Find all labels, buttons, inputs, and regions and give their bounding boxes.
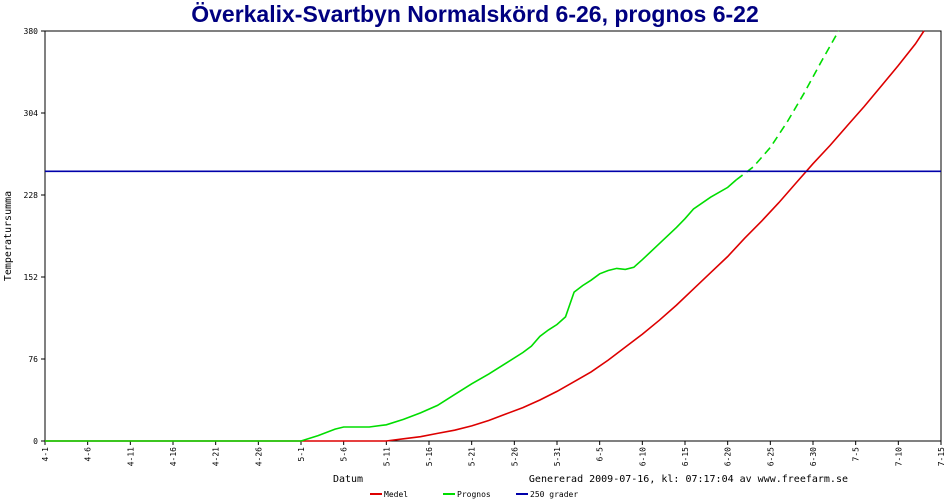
plot-frame — [44, 30, 942, 442]
x-tick-label: 5-31 — [553, 447, 562, 466]
y-tick-label: 228 — [24, 191, 39, 200]
series-layer — [45, 30, 941, 442]
x-tick-label: 4-21 — [212, 447, 221, 466]
y-axis-label: Temperatursumma — [3, 191, 14, 281]
series-line-medel — [45, 30, 925, 442]
x-tick-label: 5-11 — [382, 447, 391, 466]
legend-label: 250 grader — [530, 490, 578, 499]
x-tick-label: 6-5 — [596, 447, 605, 462]
y-tick-label: 304 — [24, 109, 39, 118]
series-line-prognos-dashed — [735, 30, 840, 181]
x-tick-label: 5-1 — [297, 447, 306, 462]
x-tick-label: 5-6 — [340, 447, 349, 462]
x-tick-label: 5-16 — [425, 447, 434, 466]
legend-label: Medel — [384, 490, 408, 499]
x-tick-label: 6-20 — [724, 447, 733, 466]
legend: Medel Prognos 250 grader — [370, 490, 578, 499]
x-tick-label: 4-26 — [254, 447, 263, 466]
x-tick-label: 4-1 — [41, 447, 50, 462]
y-tick-label: 0 — [33, 437, 38, 446]
x-axis-label: Datum — [333, 474, 363, 485]
footer-text: Genererad 2009-07-16, kl: 07:17:04 av ww… — [529, 474, 848, 485]
legend-label: Prognos — [457, 490, 491, 499]
x-tick-label: 4-11 — [126, 447, 135, 466]
x-tick-label: 6-30 — [809, 447, 818, 466]
x-tick-label: 7-15 — [937, 447, 946, 466]
x-tick-label: 6-15 — [681, 447, 690, 466]
x-tick-label: 5-21 — [468, 447, 477, 466]
x-tick-label: 6-25 — [766, 447, 775, 466]
x-tick-label: 6-10 — [638, 447, 647, 466]
y-tick-label: 76 — [28, 355, 38, 364]
y-tick-label: 152 — [24, 273, 39, 282]
x-tick-label: 7-10 — [894, 447, 903, 466]
x-tick-label: 7-5 — [852, 447, 861, 462]
series-line-prognos — [45, 179, 737, 442]
y-axis: 0 76 152 228 304 380 — [24, 27, 45, 446]
chart-title: Överkalix-Svartbyn Normalskörd 6-26, pro… — [191, 1, 759, 27]
x-tick-label: 4-6 — [84, 447, 93, 462]
x-tick-label: 4-16 — [169, 447, 178, 466]
x-axis: 4-1 4-6 4-11 4-16 4-21 4-26 5-1 5-6 5-11 5-16 5-21… — [41, 441, 946, 466]
x-tick-label: 5-26 — [510, 447, 519, 466]
y-tick-label: 380 — [24, 27, 39, 36]
